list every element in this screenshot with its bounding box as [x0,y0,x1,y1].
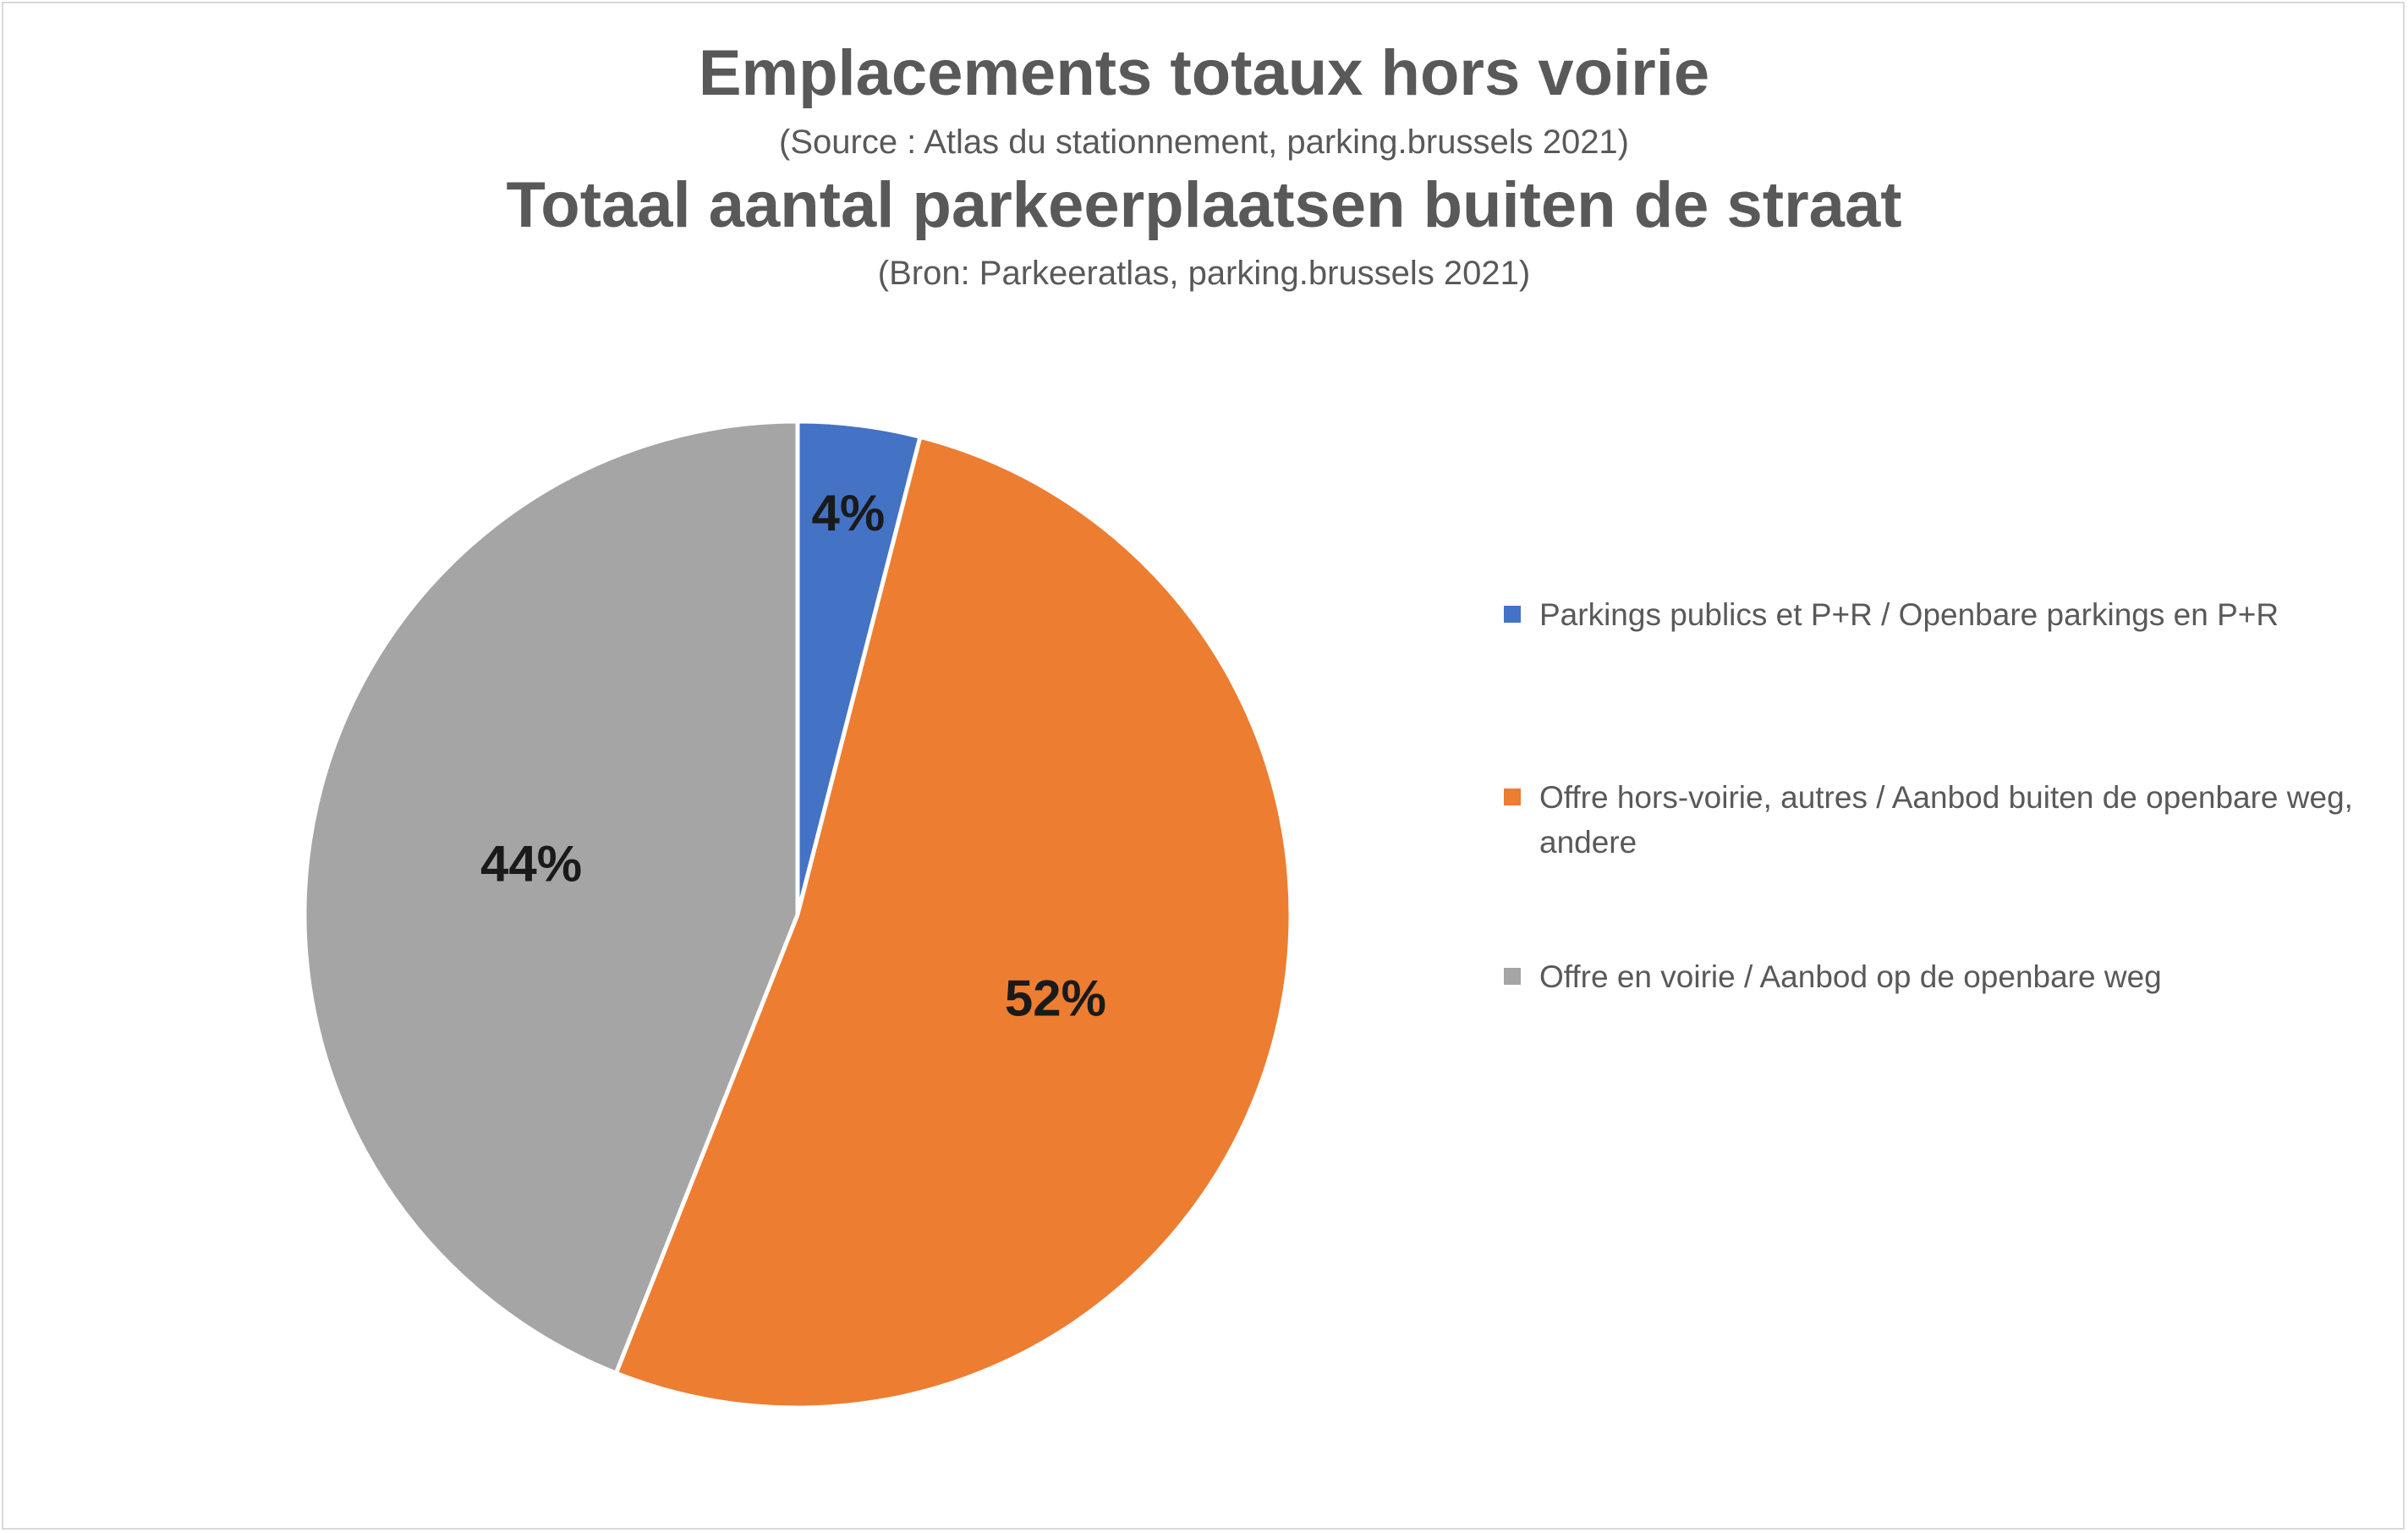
legend-item-3: Offre en voirie / Aanbod op de openbare … [1504,954,2383,999]
pie-slice-2 [613,434,1293,1410]
legend-swatch-1 [1504,606,1521,623]
legend-swatch-2 [1504,788,1521,805]
data-label-slice-1: 4% [812,485,886,541]
legend-label-1: Parkings publics et P+R / Openbare parki… [1539,597,2279,632]
legend-label-2: Offre hors-voirie, autres / Aanbod buite… [1539,780,2353,860]
chart-subtitle: (Source : Atlas du stationnement, parkin… [779,124,1629,161]
data-label-slice-3: 44% [480,835,582,892]
chart-title: Emplacements totaux hors voirie [698,37,1710,109]
legend-swatch-3 [1504,968,1521,985]
legend-item-1: Parkings publics et P+R / Openbare parki… [1504,592,2383,637]
data-label-slice-2: 52% [1005,970,1106,1027]
pie-slice-3 [302,419,800,1376]
chart-title-secondary: Totaal aantal parkeerplaatsen buiten de … [506,169,1902,241]
legend-item-2: Offre hors-voirie, autres / Aanbod buite… [1504,775,2383,865]
legend-label-3: Offre en voirie / Aanbod op de openbare … [1539,959,2162,994]
chart-subtitle-secondary: (Bron: Parkeeratlas, parking.brussels 20… [877,255,1531,292]
